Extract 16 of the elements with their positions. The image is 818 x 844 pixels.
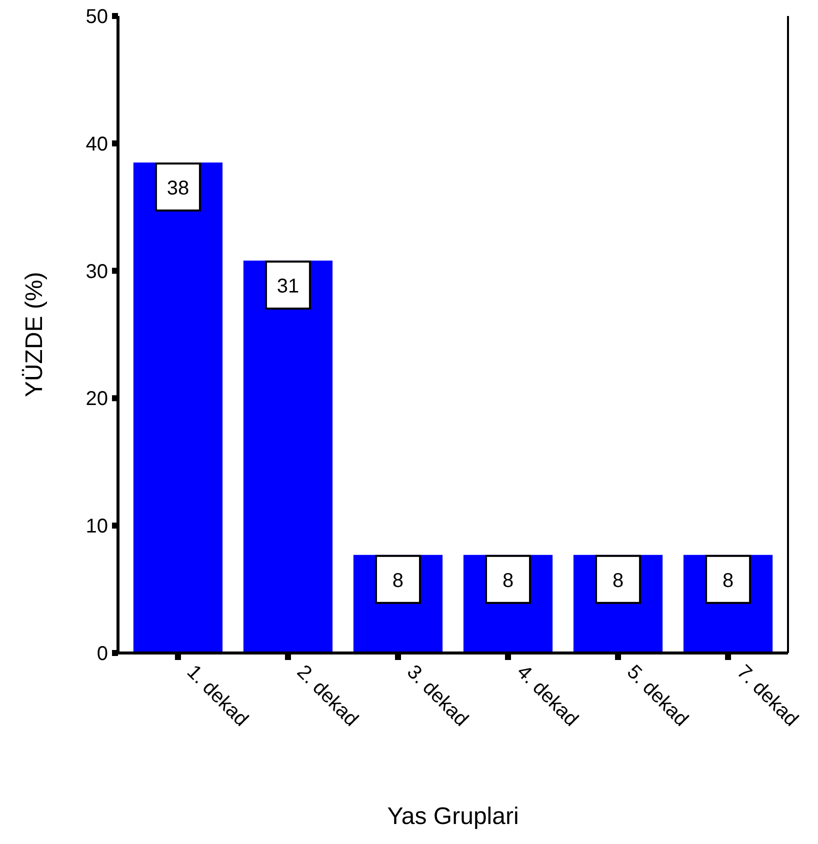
data-label: 31 [276, 276, 300, 298]
y-tick-label: 10 [86, 516, 108, 538]
y-tick-label: 50 [86, 6, 108, 28]
data-label: 38 [166, 178, 190, 200]
data-label: 8 [722, 570, 734, 592]
bar [133, 162, 223, 653]
data-label: 8 [612, 570, 624, 592]
y-tick-label: 20 [86, 388, 108, 410]
y-tick-label: 30 [86, 260, 108, 283]
y-tick-label: 40 [86, 133, 108, 156]
bar [243, 260, 333, 653]
x-axis-title: Yas Gruplari [387, 803, 519, 830]
y-tick-label: 0 [96, 643, 108, 665]
data-label: 8 [392, 570, 404, 592]
y-axis-title: YÜZDE (%) [21, 272, 48, 398]
data-label: 8 [502, 570, 514, 592]
